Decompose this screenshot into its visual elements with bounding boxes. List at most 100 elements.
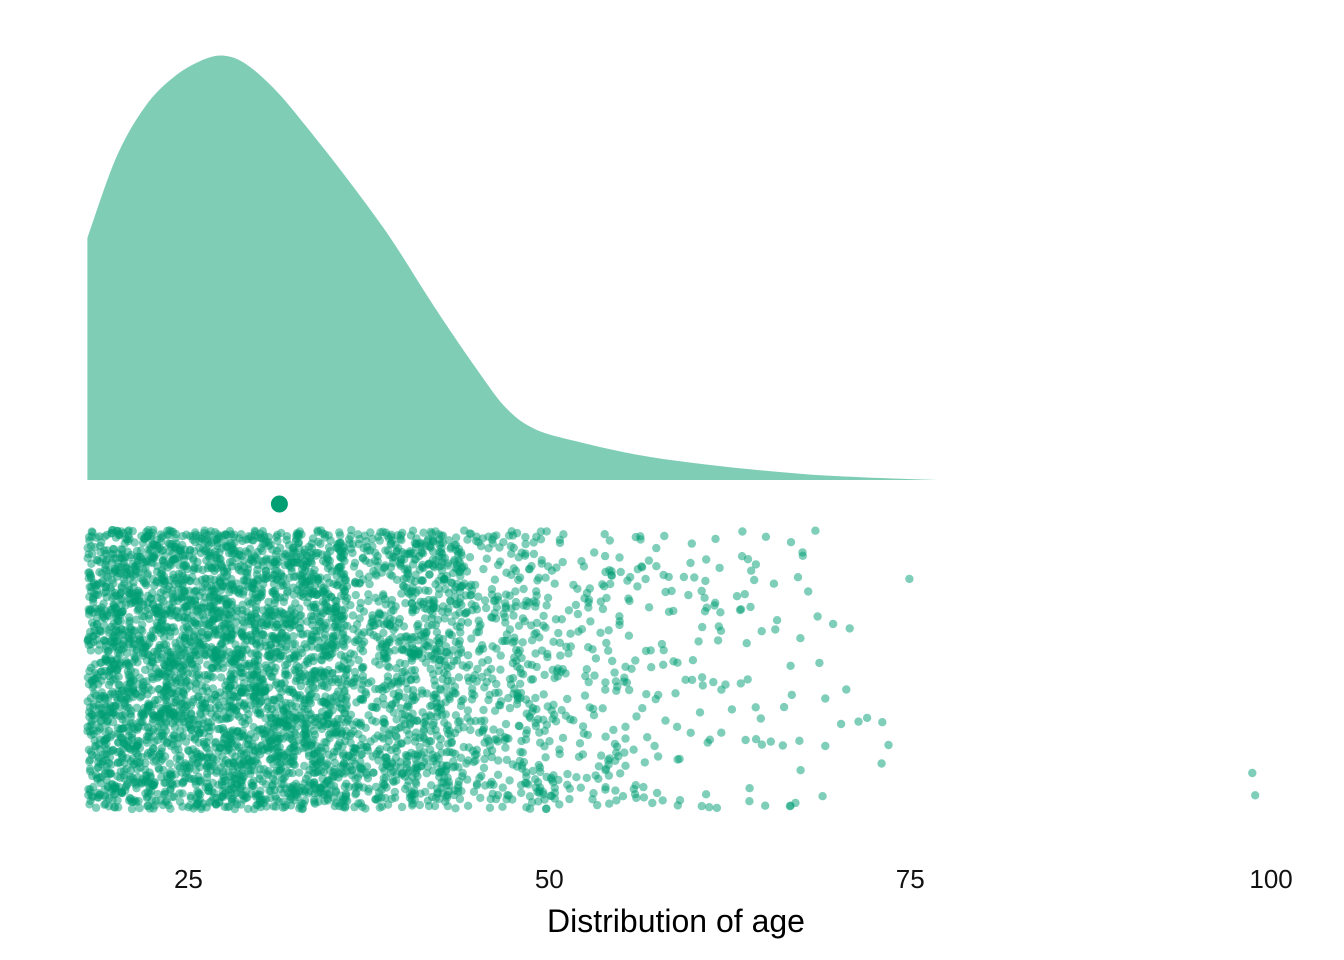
data-point [106,550,115,559]
data-point [378,527,388,536]
data-point [212,555,221,564]
data-point [508,795,517,804]
data-point [533,576,542,585]
data-point [431,527,440,536]
data-point [119,739,129,748]
data-point [243,616,253,626]
data-point [114,803,123,812]
data-point [394,692,403,701]
data-point [467,634,476,643]
data-point [601,766,610,775]
data-point [208,601,217,610]
data-point [106,768,115,778]
data-point [218,739,228,748]
data-point [611,786,620,795]
data-point [815,658,824,668]
data-point [845,624,854,633]
data-point [123,564,132,573]
data-point [122,702,132,712]
data-point [632,793,641,803]
data-point [364,596,373,606]
data-point [95,694,105,703]
data-point [291,650,301,659]
data-point [435,535,444,544]
data-point [463,618,473,627]
data-point [114,559,123,568]
data-point [395,559,405,569]
data-point [289,543,298,552]
data-point [465,553,475,562]
data-point [132,615,141,624]
data-point [697,586,706,596]
data-point [558,733,568,743]
data-point [295,804,304,813]
data-point [135,737,144,746]
data-point [117,788,126,797]
data-point [88,792,98,801]
data-point [341,802,350,811]
data-point [232,800,242,809]
data-point [276,631,285,640]
data-point [270,776,280,785]
data-point [451,611,460,620]
data-point [211,696,220,706]
data-point [394,638,403,647]
data-point [795,736,804,745]
data-point [92,670,102,679]
data-point [348,548,357,558]
data-point [86,646,96,655]
data-point [262,726,271,736]
data-point [652,788,662,798]
data-point [276,765,286,775]
data-point [884,740,893,750]
data-point [1251,791,1260,800]
data-point [702,603,711,612]
data-point [155,640,164,650]
data-point [736,605,746,614]
data-point [716,608,725,617]
data-point [571,600,581,610]
data-point [732,592,742,601]
data-point [140,665,150,675]
data-point [454,556,463,565]
data-point [512,662,522,671]
data-point [588,645,597,654]
data-point [250,551,259,560]
data-point [430,597,439,606]
data-point [671,689,680,698]
data-point [466,717,475,726]
data-point [518,638,527,647]
data-point [261,637,270,647]
data-point [498,783,507,792]
data-point [478,644,488,653]
data-point [378,802,387,811]
data-point [534,760,543,770]
data-point [537,559,546,568]
data-point [279,797,288,806]
data-point [310,565,319,575]
data-point [317,656,327,665]
data-point [327,677,337,687]
data-point [321,779,330,788]
data-point [518,614,528,623]
data-point [259,680,268,689]
data-point [380,563,390,572]
data-point [353,530,363,539]
data-point [170,731,179,740]
data-point [149,715,158,724]
data-point [197,628,206,637]
data-point [402,759,412,769]
x-tick-label: 25 [174,864,203,894]
data-point [236,732,245,741]
data-point [162,738,172,748]
data-point [440,718,449,727]
data-point [126,709,135,719]
data-point [257,618,267,627]
data-point [529,549,539,559]
data-point [584,595,594,604]
data-point [641,574,650,584]
data-point [308,620,317,630]
data-point [282,549,291,558]
data-point [521,735,531,744]
data-point [426,726,436,736]
